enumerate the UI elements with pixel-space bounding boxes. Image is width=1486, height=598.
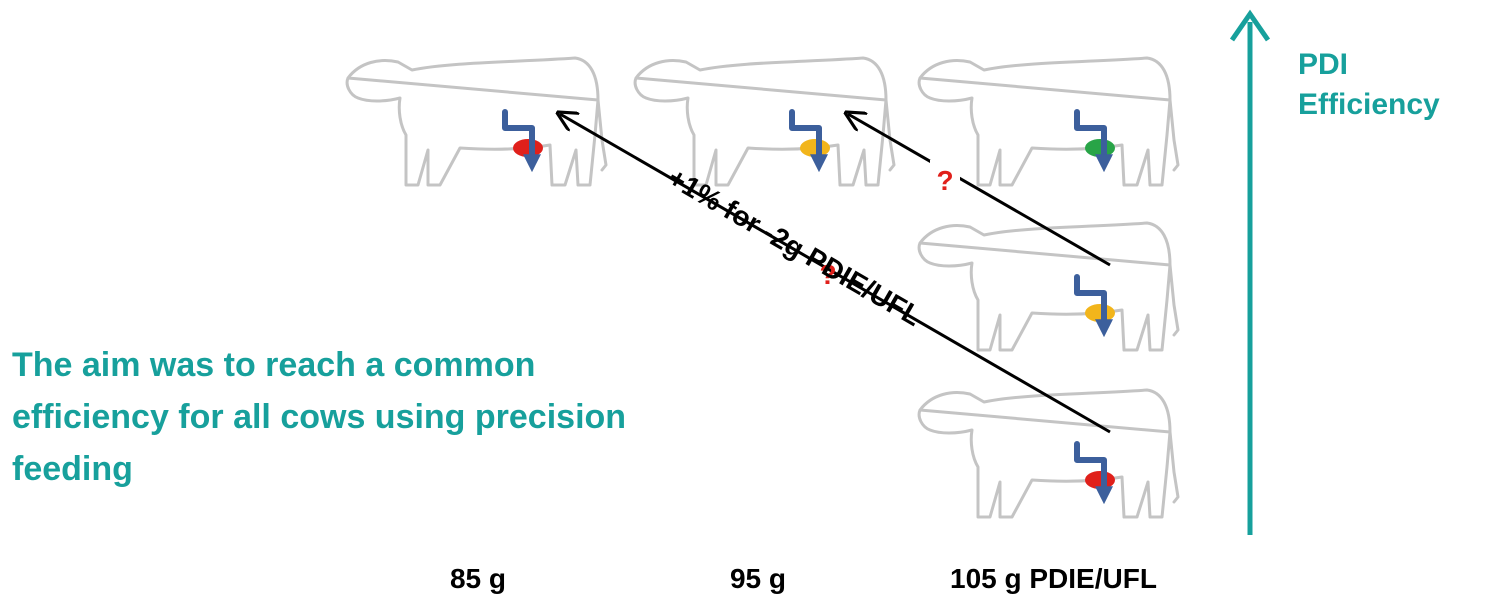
- aim-text: The aim was to reach a common: [12, 346, 535, 384]
- axis-label: PDI: [1298, 48, 1348, 81]
- diagram: ? ? +1% for -2g PDIE/UFL PDI Efficiency …: [0, 0, 1486, 598]
- arrow-label: +1% for -2g PDIE/UFL: [663, 162, 927, 332]
- question-mark: ?: [936, 165, 953, 196]
- cow: [919, 223, 1178, 350]
- udder: [1085, 471, 1115, 489]
- udder: [513, 139, 543, 157]
- axis-label: Efficiency: [1298, 88, 1440, 121]
- page: {"axis": {"label_lines": ["PDI", "Effici…: [0, 0, 1486, 598]
- cow: [347, 58, 606, 185]
- cow: [919, 390, 1178, 517]
- aim-text: efficiency for all cows using precision: [12, 398, 626, 436]
- cow: [635, 58, 894, 185]
- aim-text: feeding: [12, 450, 133, 488]
- udder: [800, 139, 830, 157]
- level-label: 95 g: [730, 563, 786, 594]
- udder: [1085, 139, 1115, 157]
- level-label: 105 g PDIE/UFL: [950, 563, 1157, 594]
- udder: [1085, 304, 1115, 322]
- cow-group: [347, 58, 1178, 517]
- level-label: 85 g: [450, 563, 506, 594]
